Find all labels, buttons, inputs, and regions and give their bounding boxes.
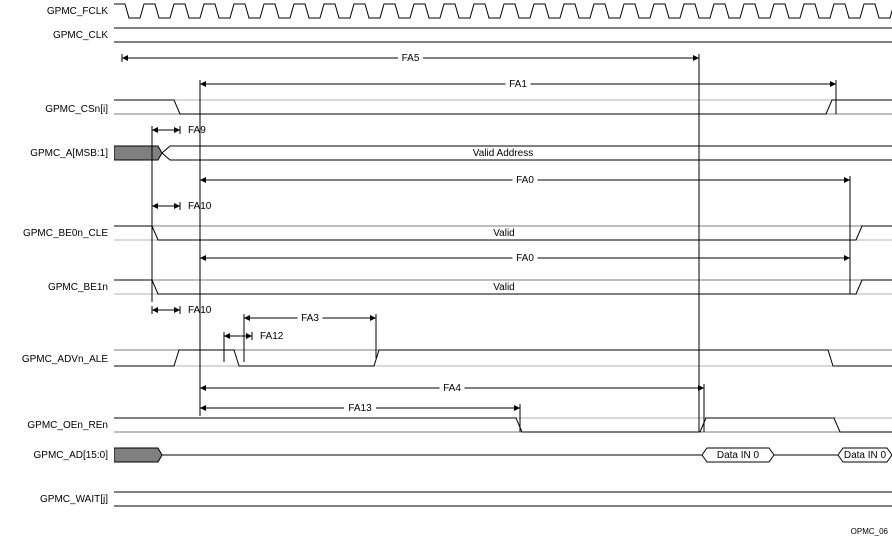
- svg-text:FA10: FA10: [188, 201, 212, 212]
- label-advn: GPMC_ADVn_ALE: [0, 354, 112, 365]
- svg-text:FA4: FA4: [443, 383, 461, 394]
- svg-text:FA1: FA1: [509, 79, 527, 90]
- svg-text:Valid: Valid: [493, 228, 515, 239]
- svg-text:FA13: FA13: [348, 403, 372, 414]
- svg-text:FA10: FA10: [188, 305, 212, 316]
- label-fclk: GPMC_FCLK: [0, 6, 112, 17]
- svg-text:Valid: Valid: [493, 282, 515, 293]
- label-oen: GPMC_OEn_REn: [0, 420, 112, 431]
- svg-text:FA0: FA0: [516, 175, 534, 186]
- label-waitj: GPMC_WAIT[j]: [0, 494, 112, 505]
- svg-text:FA3: FA3: [301, 313, 319, 324]
- footer-label: OPMC_06: [851, 527, 888, 536]
- svg-text:FA0: FA0: [516, 253, 534, 264]
- svg-text:Data IN 0: Data IN 0: [717, 450, 760, 461]
- svg-text:FA9: FA9: [188, 125, 206, 136]
- svg-text:FA12: FA12: [260, 331, 284, 342]
- label-clk: GPMC_CLK: [0, 30, 112, 41]
- label-be1n: GPMC_BE1n: [0, 282, 112, 293]
- svg-text:FA5: FA5: [402, 53, 420, 64]
- timing-diagram-svg: Valid Address Valid Valid Data IN 0 Data IN …: [114, 0, 892, 538]
- svg-text:Valid Address: Valid Address: [473, 148, 533, 159]
- svg-text:Data IN 0: Data IN 0: [844, 450, 887, 461]
- label-be0n: GPMC_BE0n_CLE: [0, 228, 112, 239]
- label-csn: GPMC_CSn[i]: [0, 104, 112, 115]
- label-addr: GPMC_A[MSB:1]: [0, 148, 112, 159]
- label-ad: GPMC_AD[15:0]: [0, 450, 112, 461]
